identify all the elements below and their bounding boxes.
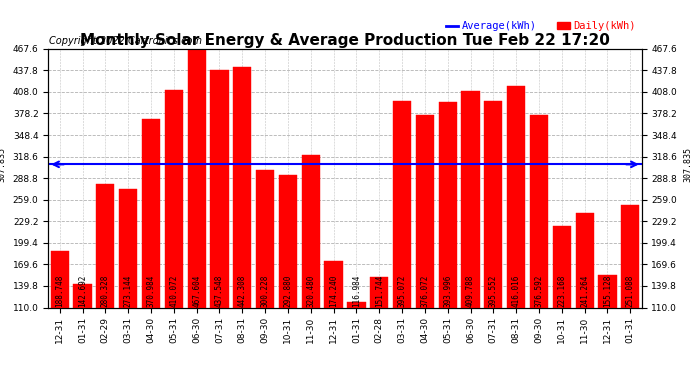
Text: 307.835: 307.835 <box>683 147 690 182</box>
Bar <box>279 175 297 308</box>
Text: 376.072: 376.072 <box>420 274 429 307</box>
Text: 409.788: 409.788 <box>466 274 475 307</box>
Text: 416.016: 416.016 <box>512 274 521 307</box>
Bar <box>484 101 502 308</box>
Text: 410.072: 410.072 <box>169 274 178 307</box>
Legend: Average(kWh), Daily(kWh): Average(kWh), Daily(kWh) <box>445 20 636 32</box>
Text: Copyright 2022 Cartronics.com: Copyright 2022 Cartronics.com <box>49 36 202 46</box>
Bar <box>210 70 228 308</box>
Bar <box>575 213 594 308</box>
Text: 292.880: 292.880 <box>284 274 293 307</box>
Text: 241.264: 241.264 <box>580 274 589 307</box>
Bar <box>256 170 274 308</box>
Bar <box>119 189 137 308</box>
Text: 437.548: 437.548 <box>215 274 224 307</box>
Text: 142.692: 142.692 <box>78 274 87 307</box>
Bar <box>462 91 480 308</box>
Text: 442.308: 442.308 <box>238 274 247 307</box>
Text: 223.168: 223.168 <box>558 274 566 307</box>
Text: 376.592: 376.592 <box>535 274 544 307</box>
Text: 155.128: 155.128 <box>603 274 612 307</box>
Text: 320.480: 320.480 <box>306 274 315 307</box>
Title: Monthly Solar Energy & Average Production Tue Feb 22 17:20: Monthly Solar Energy & Average Productio… <box>80 33 610 48</box>
Bar <box>165 90 183 308</box>
Bar <box>393 101 411 308</box>
Bar <box>530 115 548 308</box>
Text: 251.088: 251.088 <box>626 274 635 307</box>
Bar <box>73 284 92 308</box>
Text: 467.604: 467.604 <box>192 274 201 307</box>
Text: 273.144: 273.144 <box>124 274 132 307</box>
Text: 393.996: 393.996 <box>443 274 452 307</box>
Bar <box>439 102 457 308</box>
Bar <box>553 226 571 308</box>
Bar <box>507 86 525 308</box>
Text: 151.744: 151.744 <box>375 274 384 307</box>
Bar <box>370 277 388 308</box>
Bar <box>233 67 251 308</box>
Text: 188.748: 188.748 <box>55 274 64 307</box>
Bar <box>50 251 69 308</box>
Text: 116.984: 116.984 <box>352 274 361 307</box>
Bar <box>96 184 115 308</box>
Bar <box>302 155 320 308</box>
Text: 395.072: 395.072 <box>397 274 406 307</box>
Text: 174.240: 174.240 <box>329 274 338 307</box>
Text: 395.552: 395.552 <box>489 274 498 307</box>
Bar <box>188 49 206 308</box>
Bar <box>416 115 434 308</box>
Bar <box>598 275 617 308</box>
Text: 370.984: 370.984 <box>146 274 155 307</box>
Text: 307.835: 307.835 <box>0 147 7 182</box>
Bar <box>621 206 640 308</box>
Bar <box>324 261 343 308</box>
Bar <box>347 303 366 307</box>
Text: 300.228: 300.228 <box>261 274 270 307</box>
Bar <box>142 118 160 308</box>
Text: 280.328: 280.328 <box>101 274 110 307</box>
